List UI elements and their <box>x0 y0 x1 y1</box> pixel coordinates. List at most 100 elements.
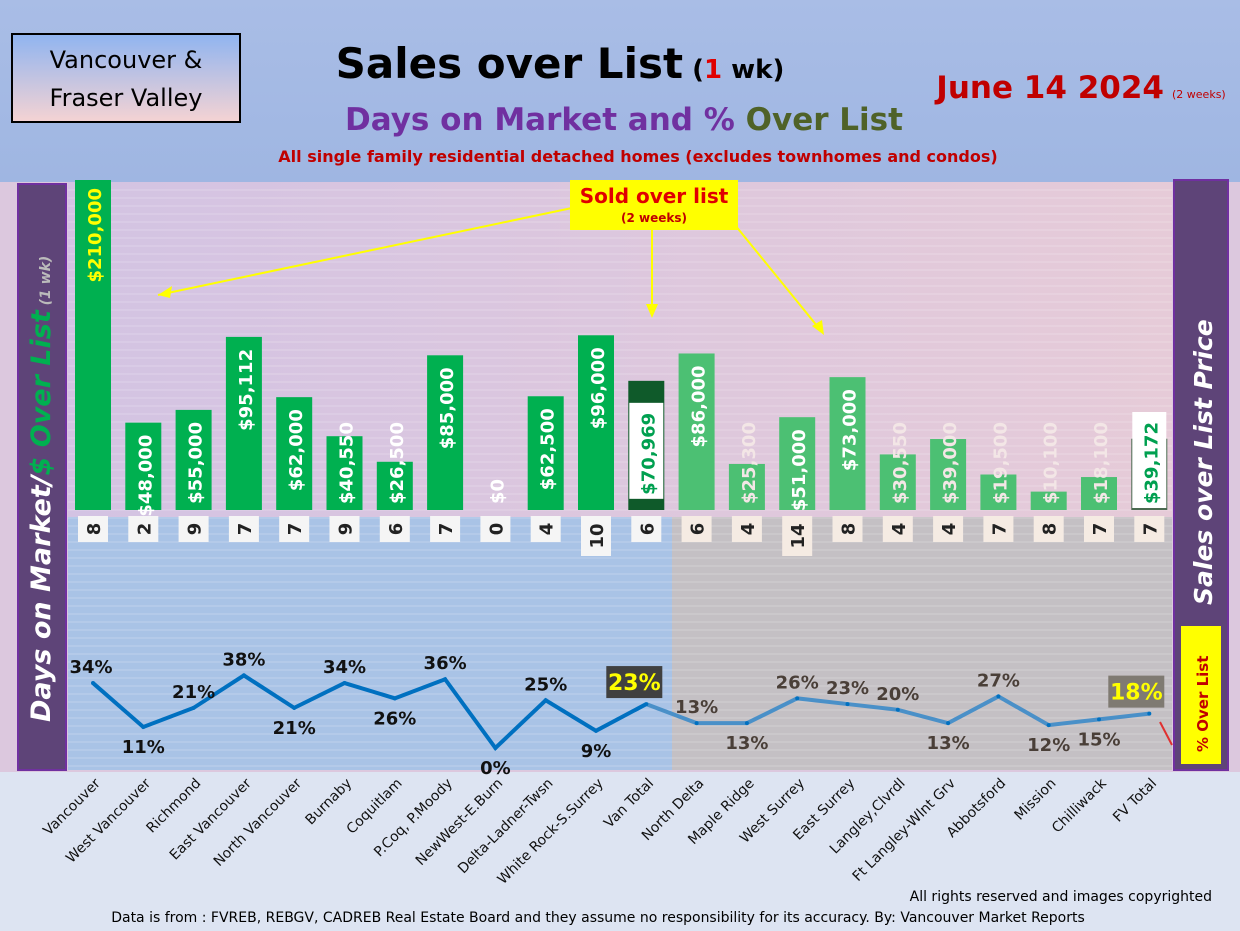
line-point <box>91 681 95 686</box>
days-box <box>882 516 913 542</box>
days-box <box>1084 516 1114 542</box>
bar-value-label: $40,550 <box>337 422 358 504</box>
line-point <box>795 696 800 701</box>
report-date-note: (2 weeks) <box>1172 88 1226 101</box>
line-point <box>946 721 951 726</box>
days-on-market-label: 9 <box>336 523 357 536</box>
pct-label: 9% <box>581 741 612 762</box>
pct-label: 21% <box>273 718 316 739</box>
bar <box>980 474 1017 510</box>
days-box <box>1134 516 1165 542</box>
days-box <box>430 516 461 542</box>
bar-value-label: $85,000 <box>437 367 458 449</box>
pct-label: 23% <box>826 678 869 699</box>
days-on-market-label: 8 <box>839 523 860 536</box>
bar <box>1030 491 1067 510</box>
bar-value-label: $18,100 <box>1091 422 1112 504</box>
bar <box>930 439 967 510</box>
bar-value-label: $95,112 <box>236 349 257 431</box>
pct-legend-arrow <box>1159 721 1173 746</box>
line-point <box>241 673 246 678</box>
pct-label: 18% <box>1110 681 1163 706</box>
bar-value-label: $48,000 <box>135 435 156 517</box>
days-box <box>731 516 762 542</box>
days-on-market-label: 0 <box>486 523 507 536</box>
pct-label: 26% <box>776 672 819 693</box>
bar <box>75 180 111 510</box>
pct-legend-label: % Over List <box>1194 656 1212 752</box>
bar-value-label: $62,500 <box>538 408 559 490</box>
bar <box>225 336 262 510</box>
gridlines <box>68 189 1172 767</box>
pct-label: 13% <box>675 697 718 718</box>
days-on-market-label: 4 <box>889 523 910 536</box>
bar-value-label: $55,000 <box>186 422 207 504</box>
fv-region <box>672 517 1172 770</box>
pct-label: 11% <box>122 737 165 758</box>
pct-legend-box <box>1181 626 1221 764</box>
line-point <box>1046 723 1051 728</box>
bar-value-label: $86,000 <box>689 365 710 447</box>
chart-subtitle: Days on Market and % Over List <box>345 102 903 138</box>
category-label: Mission <box>1012 776 1060 824</box>
bar-value-label: $70,969 <box>638 413 659 495</box>
days-on-market-label: 7 <box>1140 523 1161 536</box>
days-box <box>128 516 159 542</box>
days-box <box>78 516 108 542</box>
line-point <box>1147 711 1152 716</box>
days-on-market-label: 4 <box>939 523 960 536</box>
pct-label: 38% <box>222 649 265 670</box>
days-box <box>983 516 1014 542</box>
days-box <box>329 516 360 542</box>
bar <box>678 353 715 510</box>
line-point <box>141 724 146 729</box>
bar <box>779 417 816 510</box>
bar <box>879 454 916 510</box>
total-pct-box <box>606 666 663 699</box>
bar <box>276 397 313 510</box>
total-pct-box <box>1108 675 1165 708</box>
line-point <box>543 698 548 703</box>
line-point <box>895 707 900 712</box>
bar-value-label: $51,000 <box>789 429 810 511</box>
line-point <box>594 728 598 733</box>
left-axis-label: Days on Market/$ Over List (1 wk) <box>26 256 57 722</box>
bar-value-label: $73,000 <box>840 389 861 471</box>
bar <box>427 355 464 510</box>
category-label: NewWest-E.Burn <box>413 776 506 869</box>
line-point <box>845 702 850 707</box>
days-on-market-label: 4 <box>738 523 759 536</box>
bar <box>1081 477 1117 510</box>
chart-note: All single family residential detached h… <box>278 147 997 166</box>
days-on-market-label: 8 <box>1040 523 1061 536</box>
bar-value-label: $25,300 <box>739 422 760 504</box>
source-note: Data is from : FVREB, REBGV, CADREB Real… <box>111 910 1085 926</box>
days-box <box>581 516 611 556</box>
category-label: Delta-Ladner-Twsn <box>455 776 557 878</box>
line-point <box>342 681 347 686</box>
days-box <box>379 516 410 542</box>
bar <box>175 409 212 510</box>
pct-label: 36% <box>424 653 467 674</box>
right-axis-label: Sales over List Price <box>1189 319 1218 605</box>
days-on-market-label: 8 <box>84 523 105 536</box>
total-label-box <box>629 402 664 499</box>
bar <box>125 422 162 510</box>
total-label-box <box>1132 412 1167 508</box>
bar-value-label: $0 <box>487 479 508 504</box>
callout: Sold over list (2 weeks) <box>157 180 824 335</box>
pct-label: 21% <box>172 682 215 703</box>
bar-value-label: $26,500 <box>387 422 408 504</box>
days-box <box>832 516 863 542</box>
days-box <box>782 516 813 556</box>
bar-value-label: $39,172 <box>1141 422 1162 504</box>
bar <box>376 461 413 510</box>
line-point <box>443 677 448 682</box>
days-on-market-label: 14 <box>788 523 809 548</box>
bar <box>829 377 866 510</box>
line-point <box>392 696 397 701</box>
bar-value-label: $19,500 <box>990 422 1011 504</box>
bar-value-label: $39,000 <box>940 422 961 504</box>
line-point <box>644 702 649 707</box>
line-point <box>493 746 498 750</box>
